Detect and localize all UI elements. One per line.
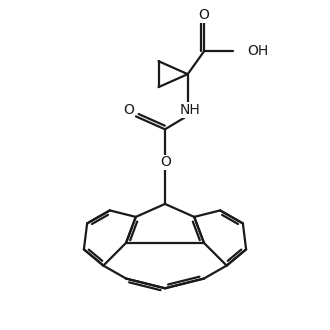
Text: NH: NH	[180, 103, 201, 117]
Text: OH: OH	[247, 45, 268, 58]
Text: O: O	[199, 8, 209, 22]
Text: O: O	[160, 155, 171, 169]
Text: O: O	[123, 104, 134, 117]
